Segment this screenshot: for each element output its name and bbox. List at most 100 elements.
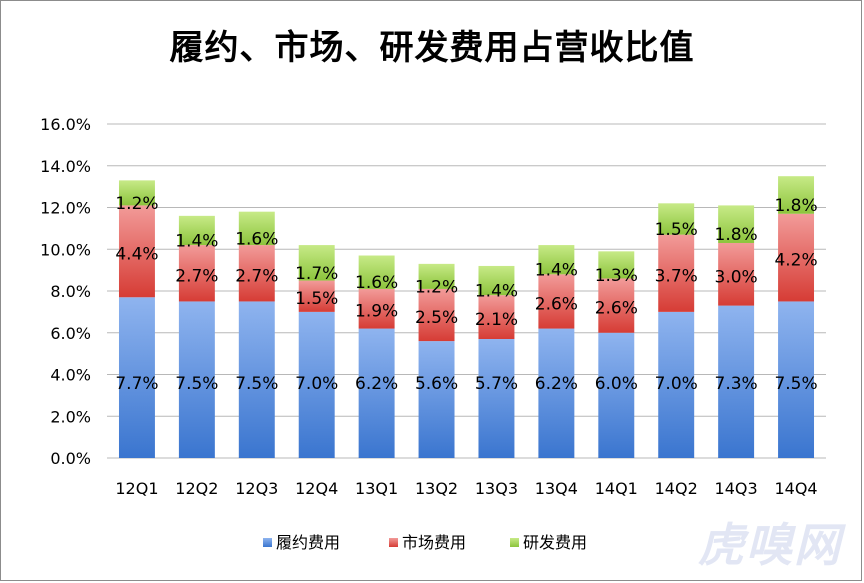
bar-segment: [238, 211, 275, 246]
legend-swatch: [389, 538, 398, 547]
y-tick-label: 6.0%: [50, 324, 91, 343]
data-label: 1.5%: [655, 220, 698, 240]
data-label: 5.7%: [475, 374, 518, 394]
y-tick-label: 2.0%: [50, 407, 91, 426]
data-label: 1.9%: [355, 302, 398, 322]
bar-segment: [178, 215, 215, 246]
bar-segment: [238, 301, 275, 458]
bar-segment: [538, 274, 575, 329]
bars: [118, 176, 815, 458]
bar-segment: [478, 339, 515, 458]
bar-segment: [598, 278, 635, 333]
x-tick-label: 14Q3: [715, 479, 758, 498]
y-axis-ticks: 0.0% 2.0% 4.0% 6.0% 8.0% 10.0% 12.0% 14.0% 16.0%: [40, 115, 91, 468]
bar-segment: [478, 265, 515, 296]
x-tick-label: 12Q1: [115, 479, 158, 498]
bar-segment: [418, 341, 455, 458]
bar-segment: [298, 245, 335, 281]
bar-segment: [238, 245, 275, 302]
bar-segment: [178, 301, 215, 458]
bar-segment: [718, 205, 755, 243]
data-labels: 7.7% 4.4% 1.2% 7.5% 2.7% 1.4% 7.5% 2.7% 1.6% 7.0%…: [115, 194, 817, 394]
data-label: 1.6%: [235, 229, 278, 249]
data-label: 4.4%: [115, 244, 158, 264]
x-tick-label: 14Q4: [774, 479, 817, 498]
legend-swatch: [263, 538, 272, 547]
data-label: 3.0%: [715, 267, 758, 287]
chart-title: 履约、市场、研发费用占营收比值: [169, 28, 695, 68]
legend-label: 市场费用: [402, 533, 466, 552]
bar-segment: [418, 263, 455, 289]
data-label: 7.7%: [115, 374, 158, 394]
bar-segment: [118, 297, 155, 458]
bar-segment: [598, 251, 635, 279]
data-label: 1.8%: [774, 196, 817, 216]
bar-segment: [718, 305, 755, 458]
bar-segment: [178, 245, 215, 302]
bar-segment: [778, 301, 815, 458]
data-label: 1.4%: [475, 282, 518, 302]
x-tick-label: 13Q2: [415, 479, 458, 498]
x-tick-label: 13Q4: [535, 479, 578, 498]
bar-segment: [778, 176, 815, 214]
bar-segment: [658, 203, 695, 235]
data-label: 1.6%: [355, 273, 398, 293]
bar-segment: [538, 328, 575, 458]
y-tick-label: 14.0%: [40, 157, 91, 176]
x-tick-label: 13Q3: [475, 479, 518, 498]
y-tick-label: 4.0%: [50, 366, 91, 385]
bar-segment: [718, 242, 755, 306]
data-label: 6.2%: [355, 374, 398, 394]
data-label: 2.1%: [475, 310, 518, 330]
x-tick-label: 12Q4: [295, 479, 338, 498]
data-label: 6.2%: [535, 374, 578, 394]
x-tick-label: 13Q1: [355, 479, 398, 498]
data-label: 1.4%: [535, 261, 578, 281]
legend-label: 研发费用: [523, 533, 587, 552]
data-label: 7.5%: [774, 374, 817, 394]
data-label: 7.5%: [175, 374, 218, 394]
x-tick-label: 12Q2: [175, 479, 218, 498]
data-label: 2.7%: [235, 266, 278, 286]
y-tick-label: 8.0%: [50, 282, 91, 301]
data-label: 2.7%: [175, 266, 218, 286]
bar-segment: [118, 180, 155, 206]
bar-segment: [358, 288, 395, 329]
bar-segment: [478, 295, 515, 340]
data-label: 1.8%: [715, 225, 758, 245]
bar-segment: [658, 311, 695, 458]
bar-segment: [418, 288, 455, 342]
y-tick-label: 10.0%: [40, 240, 91, 259]
legend-swatch: [510, 538, 519, 547]
bar-segment: [358, 255, 395, 289]
data-label: 7.5%: [235, 374, 278, 394]
data-label: 1.5%: [295, 289, 338, 309]
data-label: 2.6%: [595, 299, 638, 319]
data-label: 2.5%: [415, 308, 458, 328]
data-label: 1.2%: [115, 194, 158, 214]
data-label: 1.3%: [595, 266, 638, 286]
bar-segment: [658, 234, 695, 312]
watermark-logo: 虎嗅网: [698, 518, 842, 572]
bar-segment: [538, 245, 575, 275]
x-tick-label: 14Q2: [655, 479, 698, 498]
data-label: 1.7%: [295, 264, 338, 284]
x-tick-label: 12Q3: [235, 479, 278, 498]
bar-segment: [298, 280, 335, 312]
bar-segment: [298, 311, 335, 458]
data-label: 6.0%: [595, 374, 638, 394]
x-tick-label: 14Q1: [595, 479, 638, 498]
y-tick-label: 12.0%: [40, 199, 91, 218]
legend-label: 履约费用: [276, 533, 340, 552]
x-axis-ticks: 12Q1 12Q2 12Q3 12Q4 13Q1 13Q2 13Q3 13Q4 14Q1 14Q2…: [115, 479, 817, 498]
data-label: 7.0%: [295, 374, 338, 394]
y-tick-label: 0.0%: [50, 449, 91, 468]
data-label: 1.4%: [175, 231, 218, 251]
y-tick-label: 16.0%: [40, 115, 91, 134]
bar-segment: [598, 332, 635, 458]
data-label: 3.7%: [655, 266, 698, 286]
bar-segment: [778, 213, 815, 302]
bar-segment: [118, 205, 155, 298]
legend: 履约费用 市场费用 研发费用: [263, 533, 587, 552]
